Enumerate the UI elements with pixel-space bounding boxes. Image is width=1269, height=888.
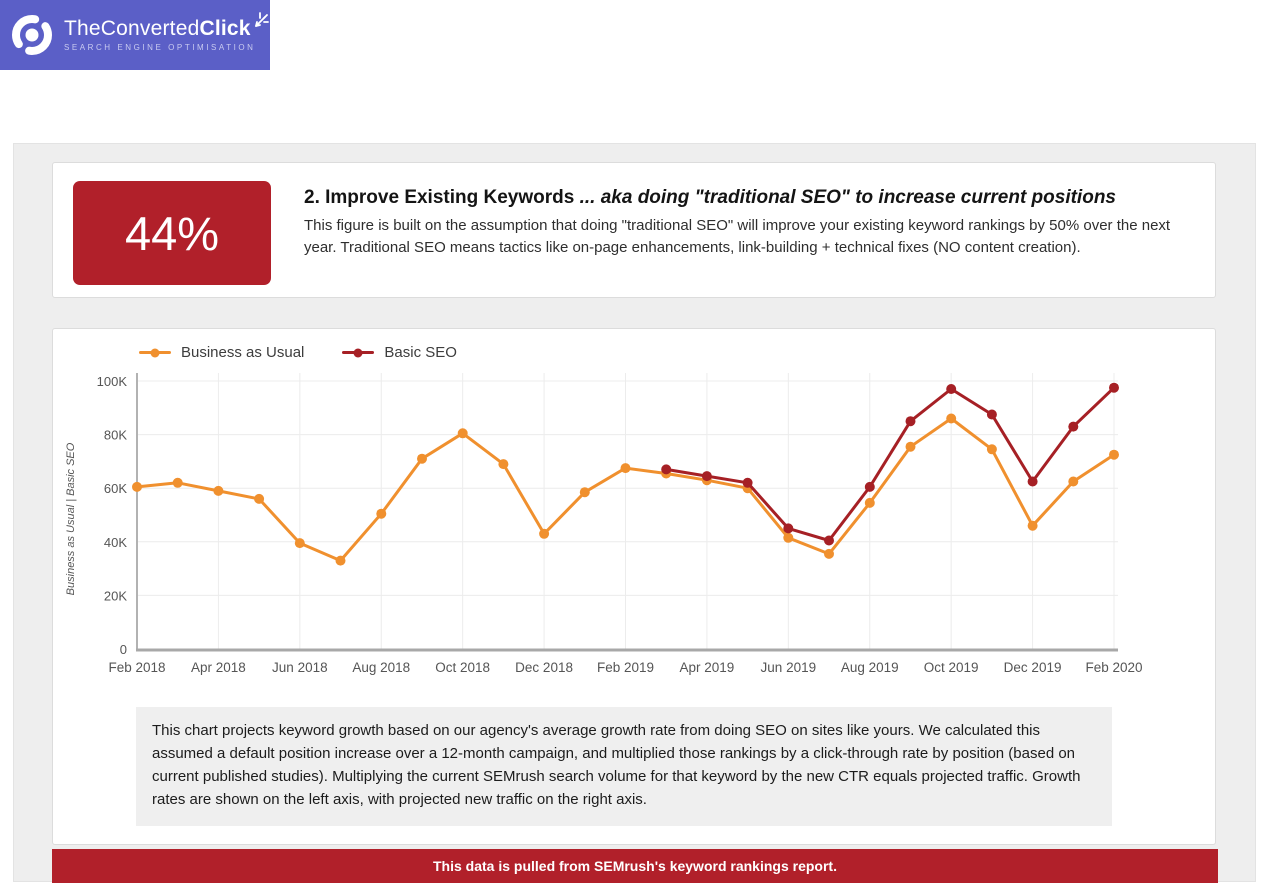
chart-card: Business as Usual Basic SEO Business as U…	[52, 328, 1216, 845]
stat-percentage-badge: 44%	[73, 181, 271, 285]
data-point	[824, 548, 834, 559]
report-panel: 44% 2. Improve Existing Keywords ... aka…	[13, 143, 1256, 882]
data-point	[213, 485, 224, 496]
data-point	[539, 528, 550, 539]
y-tick-label: 100K	[97, 374, 128, 389]
legend-item: Basic SEO	[342, 344, 457, 361]
data-point	[1109, 382, 1119, 393]
x-tick-label: Dec 2019	[1004, 660, 1062, 675]
data-point	[294, 538, 305, 549]
y-tick-label: 60K	[104, 481, 127, 496]
y-tick-label: 40K	[104, 535, 127, 550]
y-tick-label: 0	[120, 642, 127, 657]
x-tick-label: Feb 2018	[108, 660, 165, 675]
x-tick-label: Jun 2018	[272, 660, 328, 675]
data-point	[498, 459, 509, 470]
brand-logo: TheConvertedClick SEARCH ENGINE OPTIMISA…	[0, 0, 270, 70]
series-line	[665, 386, 1116, 542]
data-point	[946, 384, 957, 394]
click-cursor-icon	[254, 12, 269, 27]
data-point	[579, 487, 590, 498]
x-tick-label: Oct 2018	[435, 660, 490, 675]
data-point	[742, 477, 753, 488]
brand-name: TheConvertedClick	[64, 17, 251, 40]
data-point	[1027, 520, 1038, 531]
x-tick-label: Feb 2020	[1085, 660, 1142, 675]
stat-percentage-value: 44%	[124, 206, 220, 260]
x-tick-label: Feb 2019	[597, 660, 654, 675]
brand-tagline: SEARCH ENGINE OPTIMISATION	[64, 43, 256, 52]
chart-legend: Business as Usual Basic SEO	[139, 344, 457, 361]
y-tick-label: 80K	[104, 428, 127, 443]
data-point	[905, 441, 916, 452]
stat-card: 44% 2. Improve Existing Keywords ... aka…	[52, 162, 1216, 298]
data-point	[824, 535, 834, 546]
source-banner: This data is pulled from SEMrush's keywo…	[52, 849, 1218, 883]
data-point	[783, 523, 794, 534]
x-tick-label: Jun 2019	[761, 660, 817, 675]
x-tick-label: Apr 2018	[191, 660, 246, 675]
projection-chart-svg: 0 20K 40K 60K 80K 100K Feb 2018 Apr 2018 Jun 201…	[97, 373, 1143, 675]
data-point	[172, 477, 183, 488]
x-tick-label: Dec 2018	[515, 660, 573, 675]
x-tick-label: Oct 2019	[924, 660, 979, 675]
data-point	[783, 532, 794, 543]
data-point	[1109, 449, 1119, 460]
data-point	[132, 481, 142, 492]
stat-heading: 2. Improve Existing Keywords ... aka doi…	[304, 187, 1116, 208]
data-point	[905, 416, 916, 427]
stat-text-block: 2. Improve Existing Keywords ... aka doi…	[304, 175, 1191, 259]
data-point	[376, 508, 387, 519]
data-point	[1068, 421, 1079, 432]
chart-area: 0 20K 40K 60K 80K 100K Feb 2018 Apr 2018 Jun 201…	[69, 367, 1181, 689]
data-point	[1027, 476, 1038, 487]
legend-marker-icon	[342, 348, 375, 357]
data-point	[701, 471, 712, 482]
data-point	[1068, 476, 1079, 487]
x-tick-label: Apr 2019	[680, 660, 735, 675]
data-point	[620, 463, 631, 474]
data-point	[457, 428, 468, 439]
legend-item: Business as Usual	[139, 344, 304, 361]
chart-note: This chart projects keyword growth based…	[136, 707, 1112, 826]
x-tick-label: Aug 2019	[841, 660, 899, 675]
data-point	[946, 413, 957, 424]
y-tick-label: 20K	[104, 588, 127, 603]
legend-marker-icon	[139, 348, 171, 357]
legend-label: Business as Usual	[181, 344, 305, 361]
data-point	[986, 409, 997, 420]
stat-description: This figure is built on the assumption t…	[304, 217, 1171, 256]
legend-label: Basic SEO	[384, 344, 457, 361]
source-banner-text: This data is pulled from SEMrush's keywo…	[433, 858, 837, 874]
data-point	[254, 493, 265, 504]
brand-circle-icon	[12, 15, 52, 55]
data-point	[661, 464, 672, 475]
data-point	[417, 453, 427, 464]
data-point	[986, 444, 997, 455]
x-tick-label: Aug 2018	[352, 660, 410, 675]
data-point	[864, 497, 875, 508]
data-point	[335, 555, 346, 566]
data-point	[864, 481, 875, 492]
